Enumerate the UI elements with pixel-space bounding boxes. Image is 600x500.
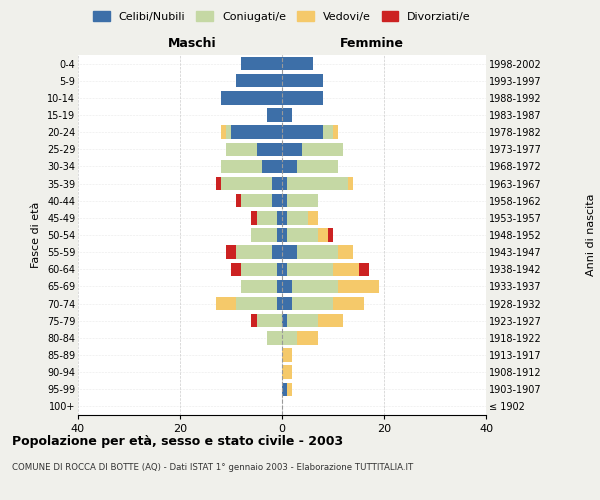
Bar bbox=[282, 142, 302, 156]
Bar bbox=[282, 57, 313, 70]
Bar bbox=[318, 228, 328, 241]
Bar bbox=[282, 91, 323, 104]
Bar bbox=[282, 160, 298, 173]
Bar bbox=[298, 331, 318, 344]
Bar bbox=[282, 108, 292, 122]
Bar bbox=[282, 74, 323, 88]
Bar bbox=[257, 142, 282, 156]
Bar bbox=[287, 314, 318, 328]
Bar bbox=[282, 246, 298, 259]
Bar bbox=[262, 160, 282, 173]
Text: COMUNE DI ROCCA DI BOTTE (AQ) - Dati ISTAT 1° gennaio 2003 - Elaborazione TUTTIT: COMUNE DI ROCCA DI BOTTE (AQ) - Dati IST… bbox=[12, 462, 413, 471]
Bar bbox=[216, 177, 221, 190]
Bar bbox=[277, 211, 282, 224]
Bar bbox=[241, 194, 272, 207]
Bar bbox=[298, 246, 338, 259]
Bar bbox=[328, 228, 333, 241]
Bar bbox=[338, 246, 353, 259]
Bar bbox=[236, 74, 282, 88]
Y-axis label: Fasce di età: Fasce di età bbox=[31, 202, 41, 268]
Text: Maschi: Maschi bbox=[168, 37, 217, 50]
Bar bbox=[251, 314, 257, 328]
Bar bbox=[323, 126, 333, 139]
Bar bbox=[282, 366, 292, 379]
Bar bbox=[272, 177, 282, 190]
Bar bbox=[236, 297, 277, 310]
Bar bbox=[272, 194, 282, 207]
Bar bbox=[282, 228, 287, 241]
Legend: Celibi/Nubili, Coniugati/e, Vedovi/e, Divorziati/e: Celibi/Nubili, Coniugati/e, Vedovi/e, Di… bbox=[90, 8, 474, 25]
Bar bbox=[241, 280, 277, 293]
Bar bbox=[226, 246, 236, 259]
Bar bbox=[359, 262, 369, 276]
Bar bbox=[287, 262, 333, 276]
Bar bbox=[267, 331, 282, 344]
Bar bbox=[349, 177, 353, 190]
Bar bbox=[282, 194, 287, 207]
Bar bbox=[333, 262, 359, 276]
Bar bbox=[318, 314, 343, 328]
Bar bbox=[298, 160, 338, 173]
Bar bbox=[333, 126, 338, 139]
Bar bbox=[282, 126, 323, 139]
Text: Anni di nascita: Anni di nascita bbox=[586, 194, 596, 276]
Bar bbox=[287, 228, 318, 241]
Bar bbox=[277, 280, 282, 293]
Bar bbox=[272, 246, 282, 259]
Bar bbox=[231, 262, 241, 276]
Bar bbox=[221, 91, 282, 104]
Bar bbox=[287, 382, 292, 396]
Bar bbox=[236, 246, 272, 259]
Bar bbox=[292, 297, 333, 310]
Bar bbox=[282, 211, 287, 224]
Bar bbox=[287, 177, 349, 190]
Text: Popolazione per età, sesso e stato civile - 2003: Popolazione per età, sesso e stato civil… bbox=[12, 435, 343, 448]
Bar bbox=[282, 262, 287, 276]
Bar bbox=[221, 177, 272, 190]
Bar bbox=[338, 280, 379, 293]
Bar bbox=[282, 382, 287, 396]
Bar bbox=[282, 177, 287, 190]
Bar bbox=[282, 331, 298, 344]
Bar bbox=[277, 228, 282, 241]
Bar bbox=[282, 297, 292, 310]
Bar bbox=[302, 142, 343, 156]
Bar bbox=[267, 108, 282, 122]
Bar bbox=[257, 314, 282, 328]
Bar bbox=[236, 194, 241, 207]
Bar bbox=[226, 126, 231, 139]
Bar bbox=[282, 348, 292, 362]
Text: Femmine: Femmine bbox=[340, 37, 404, 50]
Bar bbox=[251, 228, 277, 241]
Bar bbox=[216, 297, 236, 310]
Bar bbox=[282, 314, 287, 328]
Bar bbox=[241, 57, 282, 70]
Bar bbox=[292, 280, 338, 293]
Bar bbox=[226, 142, 257, 156]
Bar bbox=[221, 126, 226, 139]
Bar bbox=[287, 211, 308, 224]
Bar bbox=[277, 297, 282, 310]
Bar bbox=[287, 194, 318, 207]
Bar bbox=[241, 262, 277, 276]
Bar bbox=[231, 126, 282, 139]
Bar bbox=[282, 280, 292, 293]
Bar bbox=[277, 262, 282, 276]
Bar bbox=[221, 160, 262, 173]
Bar bbox=[251, 211, 257, 224]
Bar bbox=[257, 211, 277, 224]
Bar bbox=[308, 211, 318, 224]
Bar bbox=[333, 297, 364, 310]
